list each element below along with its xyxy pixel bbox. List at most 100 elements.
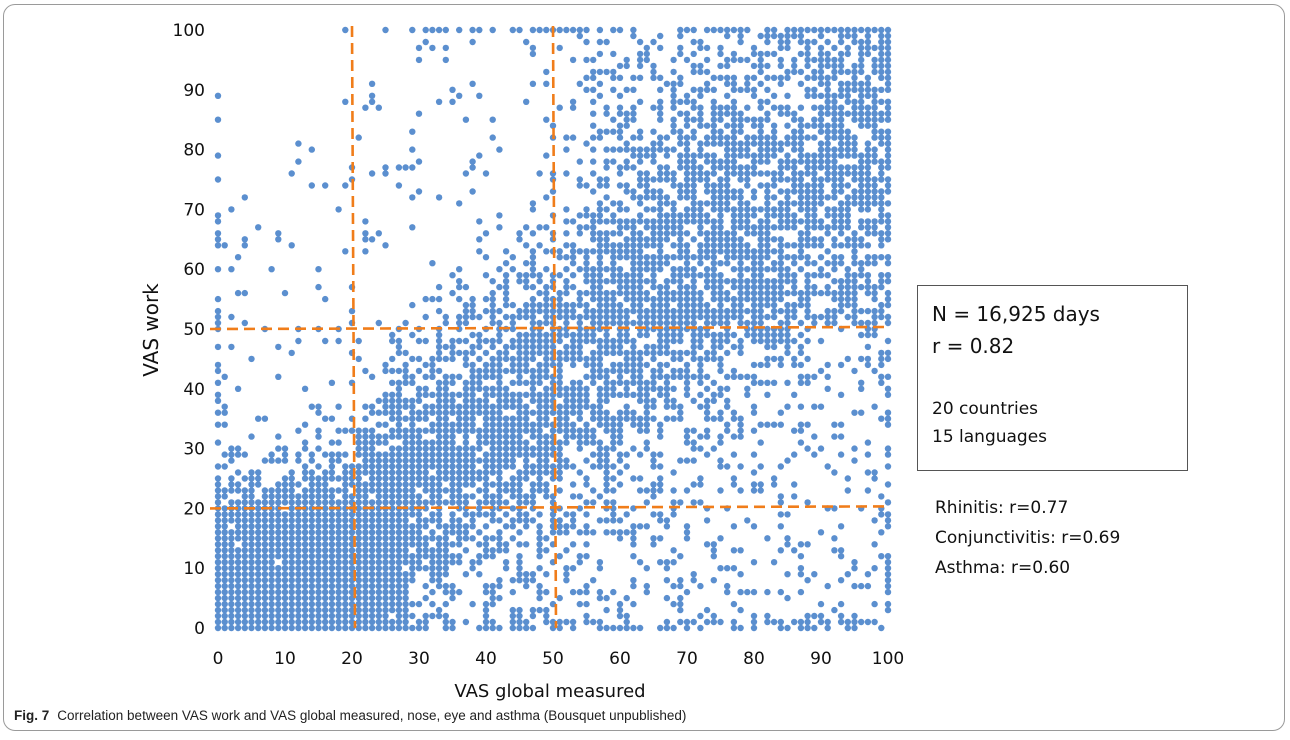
data-point — [583, 248, 590, 255]
data-point — [697, 140, 704, 147]
data-point — [690, 254, 697, 261]
data-point — [248, 511, 255, 518]
data-point — [884, 98, 892, 106]
data-point — [811, 26, 818, 34]
data-point — [603, 373, 610, 380]
data-point — [389, 618, 396, 626]
data-point — [476, 337, 483, 345]
data-point — [616, 391, 624, 398]
data-point — [456, 421, 463, 428]
data-point — [442, 600, 449, 608]
data-point — [784, 337, 791, 345]
data-point — [670, 182, 677, 189]
data-point — [476, 248, 483, 255]
data-point — [228, 571, 235, 578]
data-point — [817, 62, 825, 70]
data-point — [509, 337, 516, 345]
data-point — [288, 481, 295, 488]
data-point — [489, 463, 496, 470]
figure-caption: Fig. 7 Correlation between VAS work and V… — [14, 708, 686, 723]
data-point — [422, 445, 429, 452]
data-point — [703, 188, 711, 195]
data-point — [523, 331, 530, 339]
data-point — [248, 523, 255, 530]
data-point — [315, 559, 322, 566]
data-point — [409, 373, 416, 380]
data-point — [328, 624, 336, 632]
data-point — [650, 415, 657, 422]
data-point — [770, 559, 778, 566]
data-point — [502, 547, 510, 554]
data-point — [616, 104, 624, 111]
data-point — [770, 301, 778, 309]
data-point — [657, 349, 664, 357]
data-point — [596, 517, 604, 524]
data-point — [288, 618, 295, 626]
data-point — [543, 421, 550, 428]
data-point — [389, 588, 396, 596]
data-point — [670, 122, 677, 129]
data-point — [811, 403, 818, 410]
data-point — [683, 319, 691, 327]
data-point — [670, 254, 677, 261]
data-point — [442, 618, 449, 626]
data-point — [690, 355, 697, 363]
data-point — [737, 146, 744, 153]
data-point — [355, 355, 362, 363]
data-point — [831, 158, 838, 165]
data-point — [556, 349, 563, 357]
data-point — [791, 56, 798, 64]
data-point — [858, 56, 865, 64]
data-point — [710, 618, 717, 626]
data-point — [322, 182, 329, 189]
data-point — [670, 349, 677, 357]
data-point — [281, 289, 289, 297]
data-point — [516, 415, 523, 422]
data-point — [650, 295, 657, 303]
data-point — [884, 606, 892, 614]
data-point — [670, 278, 677, 285]
data-point — [677, 194, 684, 201]
data-point — [864, 176, 872, 183]
data-point — [636, 134, 644, 141]
data-point — [710, 98, 717, 106]
data-point — [804, 612, 811, 620]
data-point — [456, 92, 463, 100]
data-point — [288, 493, 295, 500]
data-point — [717, 337, 724, 345]
data-point — [663, 278, 671, 285]
data-point — [791, 427, 798, 434]
data-point — [770, 104, 778, 111]
data-point — [837, 230, 845, 237]
data-point — [864, 260, 872, 267]
data-point — [255, 594, 262, 602]
data-point — [623, 511, 630, 518]
data-point — [415, 481, 423, 488]
data-point — [261, 541, 269, 548]
data-point — [750, 313, 758, 321]
conjunctivitis-r: Conjunctivitis: r=0.69 — [935, 528, 1121, 548]
data-point — [563, 397, 570, 404]
data-point — [442, 421, 449, 428]
data-point — [690, 266, 697, 273]
data-point — [724, 110, 731, 117]
data-point — [489, 493, 496, 500]
data-point — [717, 457, 724, 464]
data-point — [864, 469, 872, 476]
data-point — [516, 367, 523, 375]
data-point — [482, 457, 490, 464]
data-point — [824, 176, 831, 183]
data-point — [214, 379, 222, 386]
data-point — [449, 337, 456, 345]
data-point — [214, 176, 222, 183]
data-point — [670, 397, 677, 404]
data-point — [536, 170, 543, 177]
data-point — [770, 313, 778, 321]
data-point — [663, 373, 671, 380]
data-point — [777, 511, 784, 518]
data-point — [469, 475, 476, 482]
data-point — [502, 565, 510, 572]
data-point — [248, 517, 255, 524]
data-point — [241, 600, 248, 608]
data-point — [784, 164, 791, 171]
